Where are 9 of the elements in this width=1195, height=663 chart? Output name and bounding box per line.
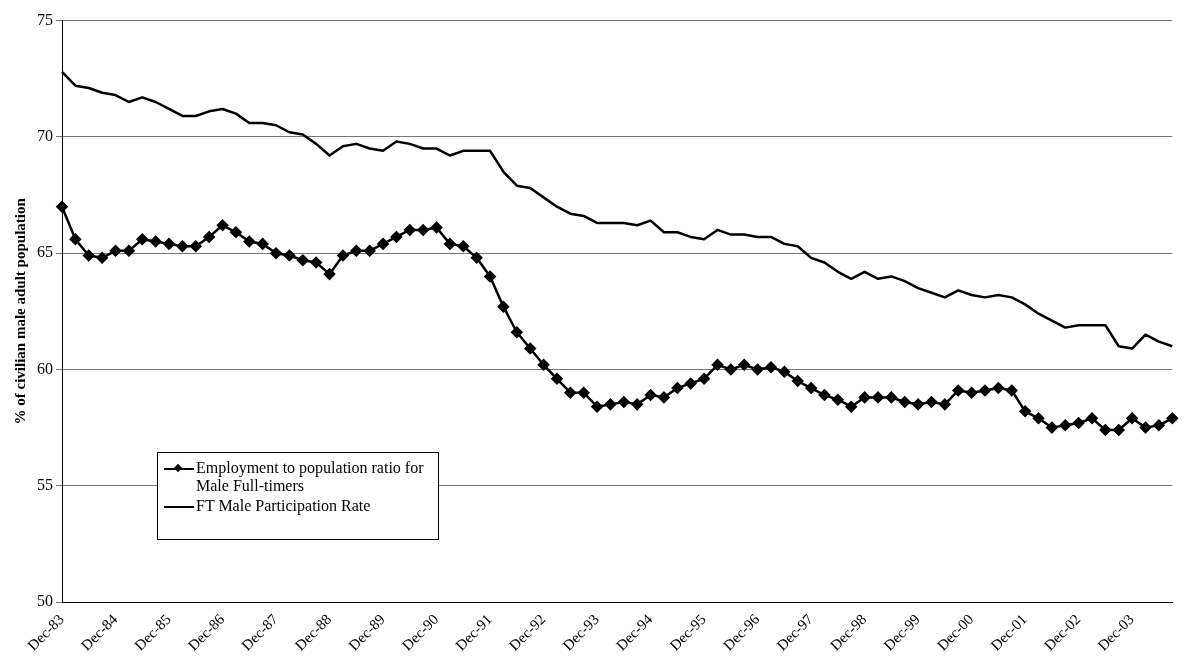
legend-label: FT Male Participation Rate: [196, 497, 371, 516]
y-tick-label: 60: [37, 359, 53, 377]
y-tick-label: 65: [37, 243, 53, 261]
y-tick-label: 50: [37, 592, 53, 610]
legend-label: Employment to population ratio for Male Full-timers: [196, 459, 425, 496]
y-tick-label: 70: [37, 127, 53, 145]
y-tick-label: 55: [37, 475, 53, 493]
y-tick-label: 75: [37, 10, 53, 28]
y-axis-title: % of civilian male adult population: [11, 197, 28, 425]
